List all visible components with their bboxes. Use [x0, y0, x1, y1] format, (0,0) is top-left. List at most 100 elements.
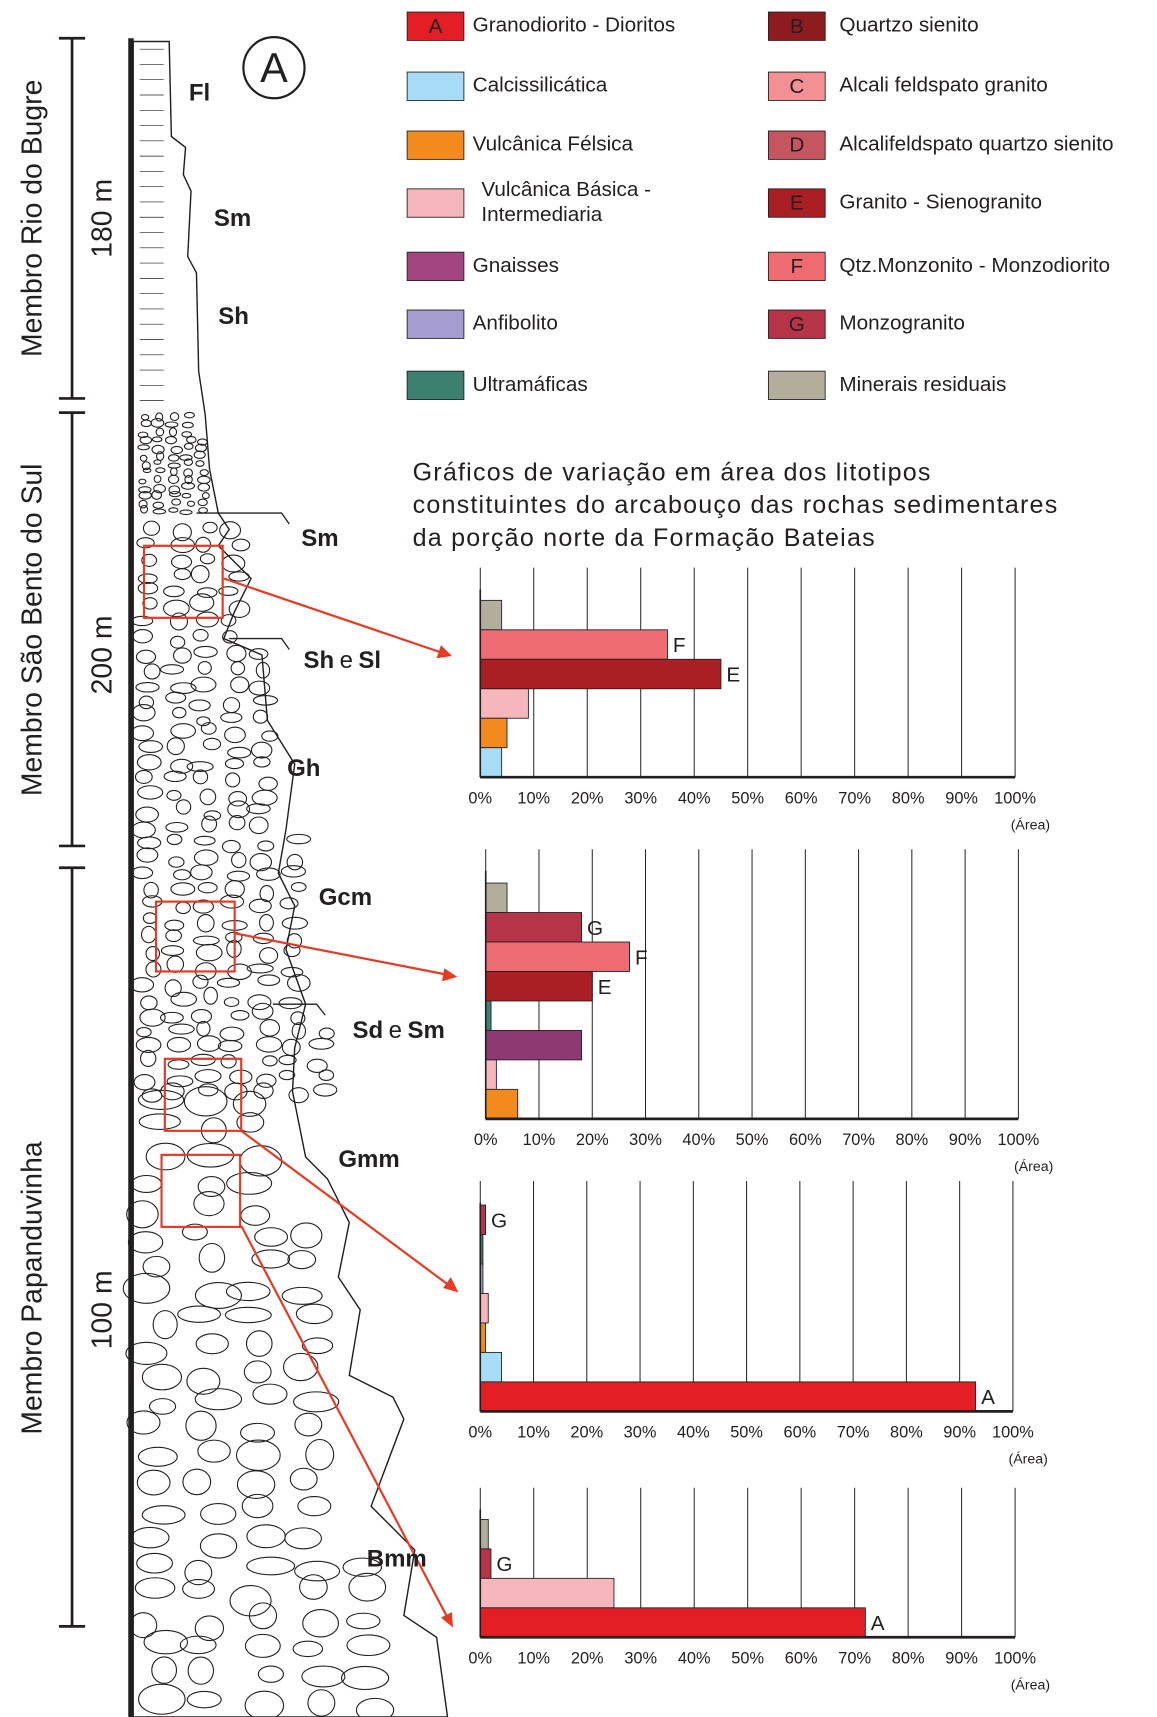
x-tick-label: 0%: [468, 789, 492, 807]
x-tick-label: 80%: [892, 789, 925, 807]
x-axis-label: (Área): [1011, 1677, 1050, 1694]
facies-part: e: [340, 647, 353, 674]
legend-label: Granito - Sienogranito: [839, 191, 1042, 214]
legend-swatch: [768, 371, 825, 399]
x-tick-label: 30%: [624, 789, 657, 807]
bar: [480, 748, 501, 777]
clast: [314, 1084, 337, 1096]
x-tick-label: 60%: [789, 1131, 822, 1149]
legend-code: D: [789, 134, 804, 157]
member-name: Membro Rio do Bugre: [16, 80, 48, 357]
arrow: [224, 579, 442, 653]
bar: [486, 883, 507, 912]
x-tick-label: 60%: [785, 789, 818, 807]
facies-part: Gcm: [319, 884, 372, 911]
bar: [480, 1578, 614, 1607]
x-tick-label: 60%: [783, 1424, 816, 1442]
clast: [281, 866, 305, 877]
x-tick-label: 10%: [517, 1649, 550, 1667]
legend-label: Quartzo sienito: [839, 14, 978, 37]
legend-label: Ultramáficas: [473, 373, 588, 396]
legend-code: C: [789, 75, 804, 98]
bar: [486, 1030, 582, 1059]
bar-label: F: [635, 946, 648, 969]
x-tick-label: 30%: [624, 1424, 657, 1442]
x-tick-label: 90%: [943, 1424, 976, 1442]
bar: [486, 913, 582, 942]
facies-part: Bmm: [367, 1545, 427, 1572]
x-tick-label: 100%: [997, 1131, 1039, 1149]
facies-label: Bmm: [367, 1545, 427, 1572]
facies-part: Sm: [301, 525, 338, 552]
x-tick-label: 10%: [517, 1424, 550, 1442]
x-tick-label: 10%: [517, 789, 550, 807]
legend-label: Vulcânica Básica -: [481, 178, 651, 201]
bar-label: A: [981, 1386, 995, 1409]
bar: [480, 1519, 488, 1548]
x-tick-label: 50%: [731, 789, 764, 807]
facies-label: SheSl: [303, 647, 381, 674]
legend-code: F: [790, 255, 803, 278]
x-tick-label: 70%: [837, 1424, 870, 1442]
facies-label: Gmm: [338, 1146, 399, 1173]
facies-label: Gcm: [319, 884, 372, 911]
bar: [486, 942, 630, 971]
x-tick-label: 80%: [890, 1424, 923, 1442]
facies-part: Gmm: [338, 1146, 399, 1173]
legend-label: Monzogranito: [839, 312, 965, 335]
panel-label: A: [260, 44, 288, 91]
x-tick-label: 90%: [945, 789, 978, 807]
legend-label: Anfibolito: [473, 312, 558, 335]
x-tick-label: 50%: [736, 1131, 769, 1149]
x-tick-label: 40%: [678, 789, 711, 807]
x-tick-label: 70%: [842, 1131, 875, 1149]
bar: [480, 630, 667, 659]
x-tick-label: 20%: [571, 1649, 604, 1667]
bar-label: E: [726, 664, 740, 687]
legend-label: Alcali feldspato granito: [839, 74, 1047, 97]
x-tick-label: 50%: [730, 1424, 763, 1442]
bar: [480, 659, 721, 688]
bar: [480, 1293, 488, 1322]
clast: [309, 1038, 334, 1049]
bar: [480, 600, 501, 629]
figure: A Membro Ri: [0, 0, 1157, 1717]
arrow-head: [443, 1277, 458, 1292]
legend-label: Alcalifeldspato quartzo sienito: [839, 133, 1113, 156]
x-tick-label: 40%: [677, 1424, 710, 1442]
chart-title: Gráficos de variação em área dos litotip…: [413, 458, 932, 486]
legend-label: Gnaisses: [473, 254, 559, 277]
legend-swatch: [407, 371, 464, 399]
legend-label: Granodiorito - Dioritos: [473, 14, 676, 37]
bar: [480, 1549, 491, 1578]
member-thickness: 180 m: [86, 179, 118, 258]
facies-label: Fl: [189, 79, 210, 106]
facies-part: Fl: [189, 79, 210, 106]
x-tick-label: 0%: [468, 1649, 492, 1667]
clast: [319, 1070, 334, 1081]
facies-part: Gh: [287, 755, 320, 782]
x-tick-label: 40%: [678, 1649, 711, 1667]
bar: [480, 1608, 865, 1637]
bar-label: F: [673, 634, 686, 657]
bar: [486, 971, 593, 1000]
facies-part: Sl: [358, 647, 381, 674]
legend-code: B: [790, 15, 804, 38]
legend-code: E: [790, 192, 804, 215]
member-scale: [59, 38, 85, 1626]
member-thickness: 100 m: [86, 1270, 118, 1349]
x-tick-label: 10%: [523, 1131, 556, 1149]
bar: [480, 689, 528, 718]
x-tick-label: 30%: [629, 1131, 662, 1149]
clast: [232, 539, 249, 551]
legend-swatch: [407, 131, 464, 159]
bar-label: G: [496, 1553, 512, 1576]
x-tick-label: 100%: [994, 789, 1036, 807]
x-tick-label: 100%: [992, 1424, 1034, 1442]
chart-title: da porção norte da Formação Bateias: [413, 524, 876, 552]
arrow-head: [442, 968, 457, 981]
bar: [486, 1089, 518, 1118]
clast: [287, 854, 303, 869]
x-tick-label: 80%: [892, 1649, 925, 1667]
x-tick-label: 20%: [571, 789, 604, 807]
